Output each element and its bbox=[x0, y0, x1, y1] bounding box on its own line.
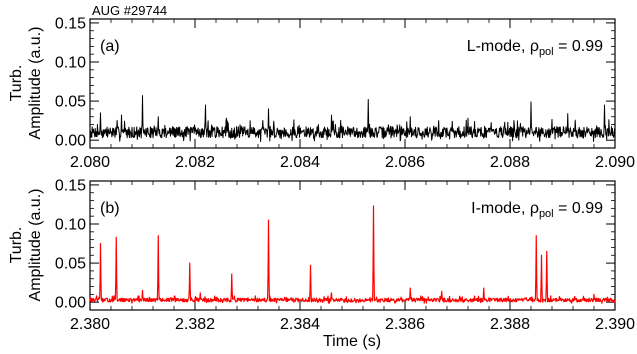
x-tick-label: 2.390 bbox=[595, 316, 635, 333]
x-tick-label: 2.088 bbox=[490, 154, 530, 171]
x-tick-label: 2.080 bbox=[70, 154, 110, 171]
x-tick-label: 2.384 bbox=[280, 316, 320, 333]
y-tick-label: 0.05 bbox=[55, 94, 86, 111]
panel-label: (b) bbox=[100, 200, 120, 217]
mode-label: L-mode, ρpol = 0.99 bbox=[467, 38, 603, 58]
panel-a: 0.000.050.100.15 2.080 2.082 2.084 2.086 2.0… bbox=[8, 15, 635, 171]
x-tick-label: 2.388 bbox=[490, 316, 530, 333]
x-tick-label: 2.086 bbox=[385, 154, 425, 171]
mode-label: I-mode, ρpol = 0.99 bbox=[471, 200, 603, 220]
y-axis-label-line1: Turb. bbox=[8, 65, 25, 102]
y-axis-label-line2: Amplitude (a.u.) bbox=[27, 27, 44, 140]
y-axis-label-line2: Amplitude (a.u.) bbox=[27, 189, 44, 302]
y-axis-ticks: 0.00 0.05 0.10 0.15 bbox=[55, 177, 615, 312]
x-tick-label: 2.386 bbox=[385, 316, 425, 333]
y-tick-label: 0.00 bbox=[55, 133, 86, 150]
y-tick-label: 0.15 bbox=[55, 15, 86, 32]
y-tick-label: 0.00 bbox=[55, 295, 86, 312]
plot-frame bbox=[89, 180, 616, 311]
panel-b: 0.000.050.100.15 2.380 2.382 2.384 2.386 2.3… bbox=[8, 177, 635, 333]
y-tick-label: 0.15 bbox=[55, 177, 86, 194]
x-axis-label: Time (s) bbox=[323, 333, 381, 350]
y-axis-label-line1: Turb. bbox=[8, 227, 25, 264]
x-tick-label: 2.382 bbox=[175, 316, 215, 333]
panel-label: (a) bbox=[100, 38, 120, 55]
y-axis-ticks: 0.00 0.05 0.10 0.15 bbox=[55, 15, 615, 150]
x-tick-label: 2.090 bbox=[595, 154, 635, 171]
x-tick-label: 2.082 bbox=[175, 154, 215, 171]
x-axis-ticks: 2.380 2.382 2.384 2.386 2.388 2.390 bbox=[70, 181, 635, 333]
shot-label: AUG #29744 bbox=[92, 3, 167, 18]
x-axis-ticks: 2.080 2.082 2.084 2.086 2.088 2.090 bbox=[70, 19, 635, 171]
y-tick-label: 0.05 bbox=[55, 256, 86, 273]
y-tick-label: 0.10 bbox=[55, 217, 86, 234]
series-line bbox=[89, 205, 616, 304]
x-tick-label: 2.084 bbox=[280, 154, 320, 171]
y-tick-label: 0.10 bbox=[55, 55, 86, 72]
series-line bbox=[89, 95, 616, 143]
plot-frame bbox=[89, 18, 616, 149]
x-tick-label: 2.380 bbox=[70, 316, 110, 333]
